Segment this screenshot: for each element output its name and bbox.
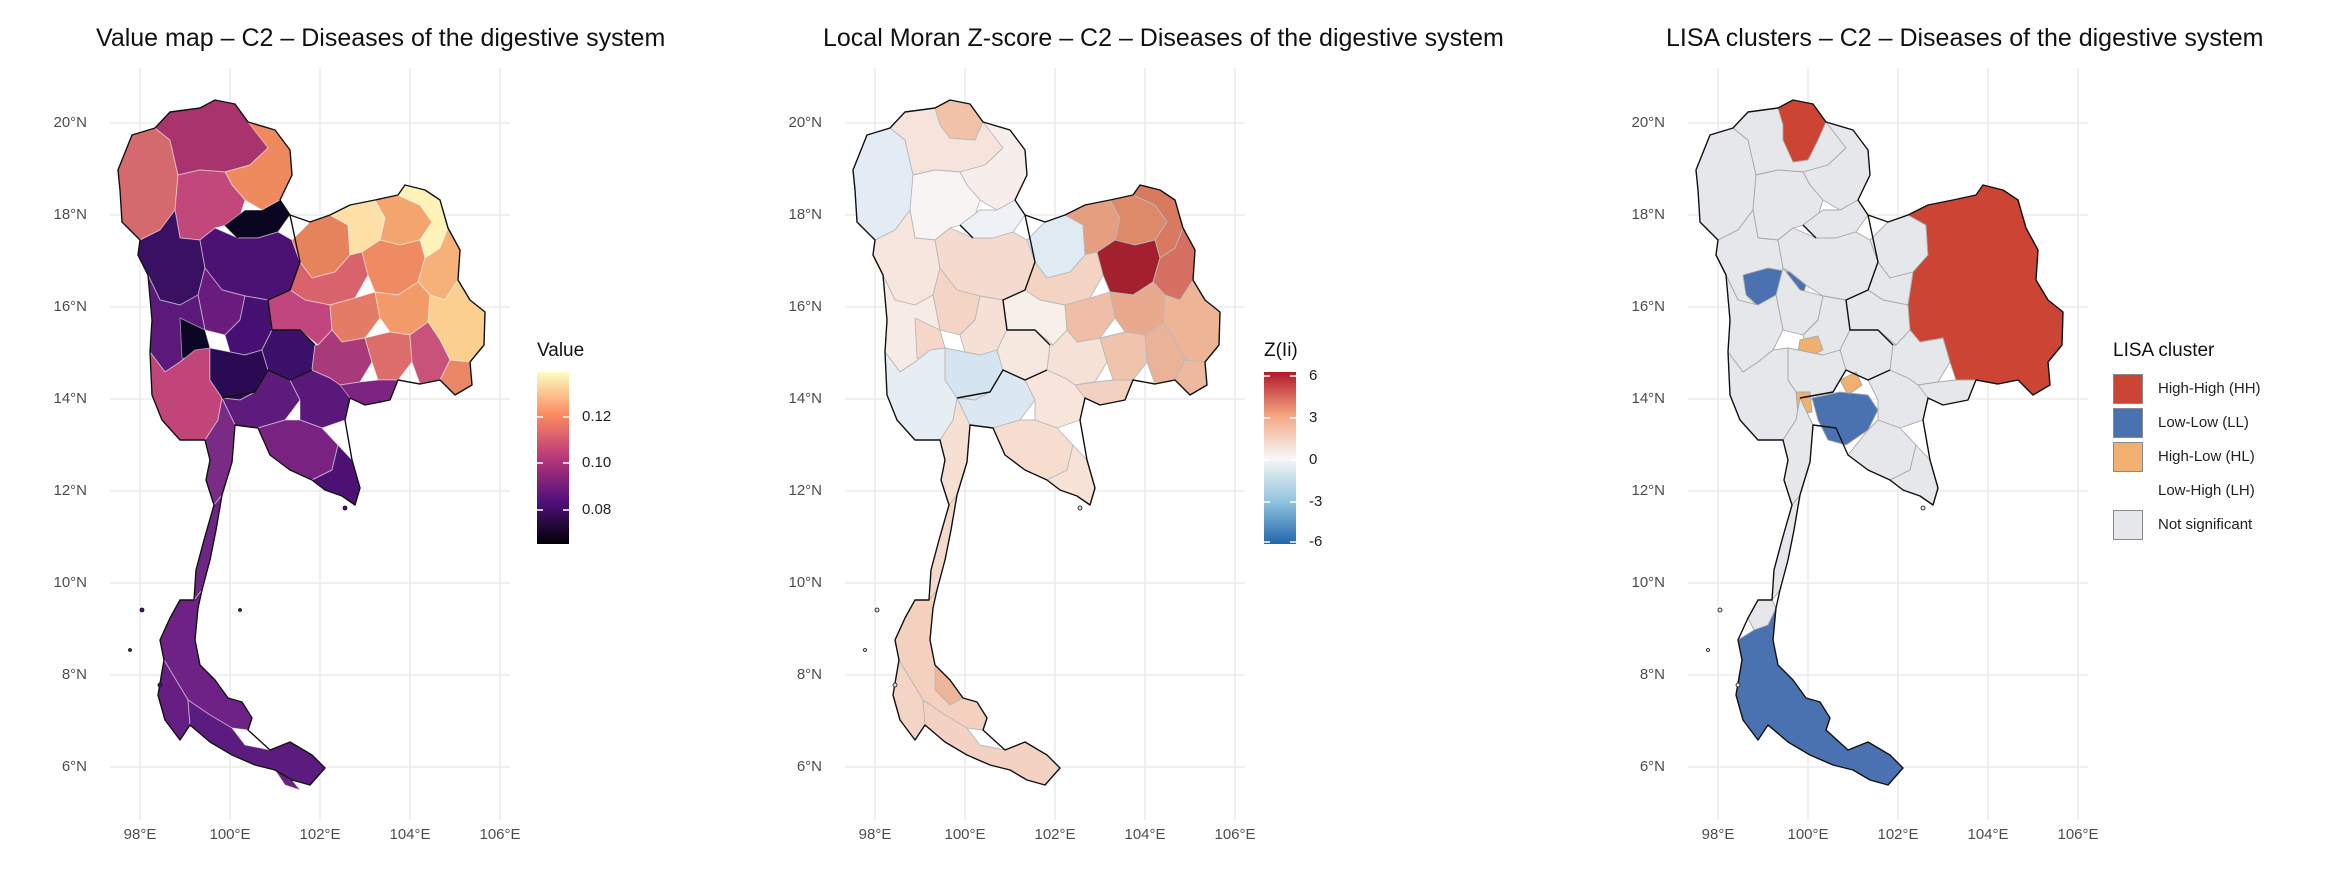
lat-label: 14°N xyxy=(53,390,87,407)
lat-label: 12°N xyxy=(788,482,822,499)
lon-label: 102°E xyxy=(299,826,341,843)
legend-title: LISA cluster xyxy=(2113,340,2215,361)
region-outlines xyxy=(117,99,486,786)
legend-item: Low-Low (LL) xyxy=(2113,408,2293,442)
legend-item-label: Low-Low (LL) xyxy=(2158,414,2249,431)
legend-tick: 0.12 xyxy=(582,408,612,425)
lat-label: 14°N xyxy=(1631,390,1665,407)
legend-title: Z(Ii) xyxy=(1264,340,1298,361)
lat-label: 10°N xyxy=(788,574,822,591)
zscore-map-panel: Local Moran Z-score – C2 – Diseases of t… xyxy=(780,0,1560,876)
thailand-value-map xyxy=(117,99,486,791)
legend-item: Not significant xyxy=(2113,510,2293,544)
lat-label: 8°N xyxy=(1639,666,1665,683)
lat-label: 10°N xyxy=(1631,574,1665,591)
panel-title: Local Moran Z-score – C2 – Diseases of t… xyxy=(823,24,1504,52)
lisa-map-panel: LISA clusters – C2 – Diseases of the dig… xyxy=(1560,0,2330,876)
zscore-colorbar xyxy=(1264,372,1296,544)
thailand-lisa-map xyxy=(1695,99,2064,786)
lat-label: 6°N xyxy=(796,758,822,775)
lon-label: 104°E xyxy=(1967,826,2009,843)
region-east-2 xyxy=(257,419,339,481)
lon-label: 98°E xyxy=(858,826,892,843)
legend-swatch xyxy=(2113,408,2143,438)
lat-label: 16°N xyxy=(788,298,822,315)
legend-item: Low-High (LH) xyxy=(2113,476,2293,510)
lon-label: 100°E xyxy=(944,826,986,843)
legend-tick: 0.10 xyxy=(582,454,612,471)
lat-label: 12°N xyxy=(53,482,87,499)
legend-swatch xyxy=(2113,374,2143,404)
region-south-2 xyxy=(193,494,223,601)
legend-swatch xyxy=(2113,510,2143,540)
lon-label: 102°E xyxy=(1877,826,1919,843)
legend-tick: 3 xyxy=(1309,409,1318,426)
lat-label: 18°N xyxy=(788,206,822,223)
panel-title: Value map – C2 – Diseases of the digesti… xyxy=(96,24,666,52)
lon-label: 106°E xyxy=(479,826,521,843)
legend-tick: -3 xyxy=(1309,493,1323,510)
legend-tick: 6 xyxy=(1309,367,1318,384)
legend-item: High-Low (HL) xyxy=(2113,442,2293,476)
lon-label: 100°E xyxy=(1787,826,1829,843)
legend-tick: 0.08 xyxy=(582,501,612,518)
thailand-zscore-map xyxy=(852,99,1221,786)
lon-label: 100°E xyxy=(209,826,251,843)
panel-title: LISA clusters – C2 – Diseases of the dig… xyxy=(1666,24,2264,52)
legend-item-label: High-High (HH) xyxy=(2158,380,2261,397)
hl-central-3 xyxy=(1839,371,1863,396)
legend-item: High-High (HH) xyxy=(2113,374,2293,408)
legend-swatch xyxy=(2113,442,2143,472)
lat-label: 6°N xyxy=(1639,758,1665,775)
lat-label: 8°N xyxy=(61,666,87,683)
lat-label: 14°N xyxy=(788,390,822,407)
lat-label: 16°N xyxy=(53,298,87,315)
lon-label: 104°E xyxy=(389,826,431,843)
islands xyxy=(128,505,348,688)
lat-label: 18°N xyxy=(53,206,87,223)
lat-label: 20°N xyxy=(788,114,822,131)
lat-label: 8°N xyxy=(796,666,822,683)
lon-label: 98°E xyxy=(1701,826,1735,843)
lat-label: 20°N xyxy=(53,114,87,131)
lat-label: 6°N xyxy=(61,758,87,775)
lon-label: 106°E xyxy=(2057,826,2099,843)
lat-label: 18°N xyxy=(1631,206,1665,223)
value-map-panel: Value map – C2 – Diseases of the digesti… xyxy=(0,0,780,876)
legend-item-label: Low-High (LH) xyxy=(2158,482,2255,499)
legend-title: Value xyxy=(537,340,585,361)
legend-swatch xyxy=(2113,476,2141,504)
legend-tick: 0 xyxy=(1309,451,1318,468)
legend-tick: -6 xyxy=(1309,533,1323,550)
lat-label: 12°N xyxy=(1631,482,1665,499)
lat-label: 16°N xyxy=(1631,298,1665,315)
value-colorbar xyxy=(537,372,569,544)
lon-label: 98°E xyxy=(123,826,157,843)
legend-item-label: Not significant xyxy=(2158,516,2253,533)
lon-label: 104°E xyxy=(1124,826,1166,843)
region-isaan-s2 xyxy=(364,331,413,381)
lon-label: 102°E xyxy=(1034,826,1076,843)
lon-label: 106°E xyxy=(1214,826,1256,843)
lat-label: 20°N xyxy=(1631,114,1665,131)
legend-item-label: High-Low (HL) xyxy=(2158,448,2255,465)
lat-label: 10°N xyxy=(53,574,87,591)
